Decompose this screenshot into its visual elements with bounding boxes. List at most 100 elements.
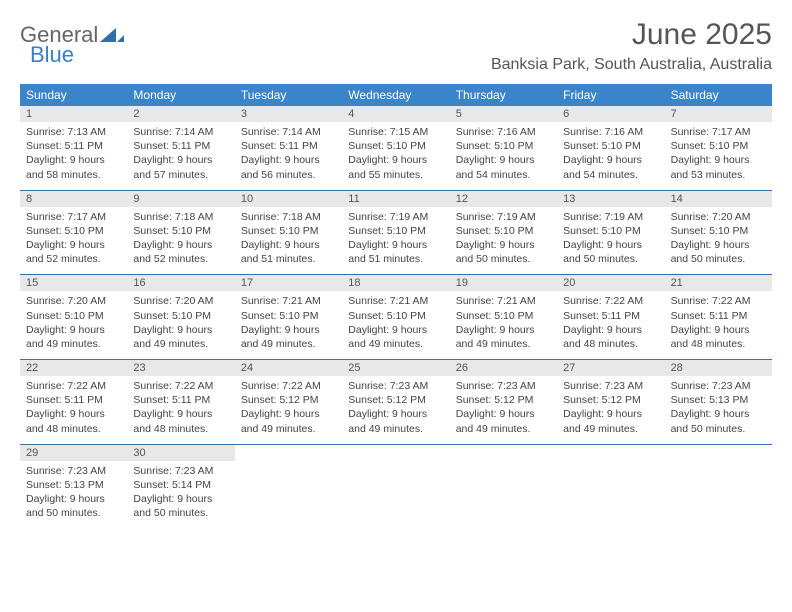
daylight-line: Daylight: 9 hours and 48 minutes. (26, 407, 121, 435)
sunrise-line: Sunrise: 7:16 AM (456, 125, 551, 139)
sunset-line: Sunset: 5:11 PM (133, 139, 228, 153)
day-cell: 26Sunrise: 7:23 AMSunset: 5:12 PMDayligh… (450, 360, 557, 444)
day-body: Sunrise: 7:20 AMSunset: 5:10 PMDaylight:… (127, 291, 234, 351)
week-row: 29Sunrise: 7:23 AMSunset: 5:13 PMDayligh… (20, 445, 772, 529)
sunrise-line: Sunrise: 7:14 AM (241, 125, 336, 139)
day-number: 30 (127, 445, 234, 461)
day-cell: 27Sunrise: 7:23 AMSunset: 5:12 PMDayligh… (557, 360, 664, 444)
sunrise-line: Sunrise: 7:23 AM (26, 464, 121, 478)
daylight-line: Daylight: 9 hours and 50 minutes. (456, 238, 551, 266)
sunset-line: Sunset: 5:10 PM (241, 309, 336, 323)
daylight-line: Daylight: 9 hours and 48 minutes. (133, 407, 228, 435)
sunset-line: Sunset: 5:10 PM (456, 309, 551, 323)
day-body: Sunrise: 7:17 AMSunset: 5:10 PMDaylight:… (20, 207, 127, 267)
day-cell: 11Sunrise: 7:19 AMSunset: 5:10 PMDayligh… (342, 191, 449, 275)
sunrise-line: Sunrise: 7:20 AM (26, 294, 121, 308)
day-number: 26 (450, 360, 557, 376)
day-body: Sunrise: 7:22 AMSunset: 5:11 PMDaylight:… (557, 291, 664, 351)
day-cell: 1Sunrise: 7:13 AMSunset: 5:11 PMDaylight… (20, 106, 127, 190)
day-cell: 30Sunrise: 7:23 AMSunset: 5:14 PMDayligh… (127, 445, 234, 529)
day-number: 15 (20, 275, 127, 291)
sunset-line: Sunset: 5:10 PM (241, 224, 336, 238)
weekday-thursday: Thursday (450, 84, 557, 106)
day-number: 20 (557, 275, 664, 291)
daylight-line: Daylight: 9 hours and 50 minutes. (671, 238, 766, 266)
brand-blue: Blue (30, 42, 74, 67)
daylight-line: Daylight: 9 hours and 50 minutes. (133, 492, 228, 520)
day-body: Sunrise: 7:22 AMSunset: 5:11 PMDaylight:… (665, 291, 772, 351)
day-number: 7 (665, 106, 772, 122)
daylight-line: Daylight: 9 hours and 49 minutes. (456, 407, 551, 435)
weekday-friday: Friday (557, 84, 664, 106)
day-number: 8 (20, 191, 127, 207)
day-body: Sunrise: 7:23 AMSunset: 5:12 PMDaylight:… (450, 376, 557, 436)
sunrise-line: Sunrise: 7:13 AM (26, 125, 121, 139)
weekday-saturday: Saturday (665, 84, 772, 106)
day-body: Sunrise: 7:22 AMSunset: 5:11 PMDaylight:… (20, 376, 127, 436)
daylight-line: Daylight: 9 hours and 51 minutes. (241, 238, 336, 266)
day-cell: 10 Sunrise: 7:18 AMSunset: 5:10 PMDayligh… (235, 191, 342, 275)
day-body: Sunrise: 7:19 AMSunset: 5:10 PMDaylight:… (342, 207, 449, 267)
day-cell: 8Sunrise: 7:17 AMSunset: 5:10 PMDaylight… (20, 191, 127, 275)
day-cell: 23Sunrise: 7:22 AMSunset: 5:11 PMDayligh… (127, 360, 234, 444)
daylight-line: Daylight: 9 hours and 54 minutes. (563, 153, 658, 181)
day-cell: 25Sunrise: 7:23 AMSunset: 5:12 PMDayligh… (342, 360, 449, 444)
day-cell: 3Sunrise: 7:14 AMSunset: 5:11 PMDaylight… (235, 106, 342, 190)
sunrise-line: Sunrise: 7:19 AM (348, 210, 443, 224)
day-cell (235, 445, 342, 529)
daylight-line: Daylight: 9 hours and 56 minutes. (241, 153, 336, 181)
day-body: Sunrise: 7:23 AMSunset: 5:12 PMDaylight:… (557, 376, 664, 436)
day-body: Sunrise: 7:23 AMSunset: 5:12 PMDaylight:… (342, 376, 449, 436)
day-body: Sunrise: 7:23 AMSunset: 5:14 PMDaylight:… (127, 461, 234, 521)
sunset-line: Sunset: 5:10 PM (456, 224, 551, 238)
sunset-line: Sunset: 5:12 PM (241, 393, 336, 407)
daylight-line: Daylight: 9 hours and 57 minutes. (133, 153, 228, 181)
sunset-line: Sunset: 5:10 PM (563, 139, 658, 153)
sunrise-line: Sunrise: 7:15 AM (348, 125, 443, 139)
day-number: 13 (557, 191, 664, 207)
sunset-line: Sunset: 5:11 PM (563, 309, 658, 323)
sunset-line: Sunset: 5:11 PM (26, 393, 121, 407)
day-number: 5 (450, 106, 557, 122)
week-row: 1Sunrise: 7:13 AMSunset: 5:11 PMDaylight… (20, 106, 772, 191)
day-cell (665, 445, 772, 529)
sunrise-line: Sunrise: 7:22 AM (241, 379, 336, 393)
day-number: 18 (342, 275, 449, 291)
sunrise-line: Sunrise: 7:20 AM (133, 294, 228, 308)
day-number: 14 (665, 191, 772, 207)
day-body: Sunrise: 7:19 AMSunset: 5:10 PMDaylight:… (557, 207, 664, 267)
week-row: 8Sunrise: 7:17 AMSunset: 5:10 PMDaylight… (20, 191, 772, 276)
day-body: Sunrise: 7:16 AMSunset: 5:10 PMDaylight:… (450, 122, 557, 182)
day-cell: 16Sunrise: 7:20 AMSunset: 5:10 PMDayligh… (127, 275, 234, 359)
day-number: 12 (450, 191, 557, 207)
daylight-line: Daylight: 9 hours and 52 minutes. (26, 238, 121, 266)
day-cell: 2Sunrise: 7:14 AMSunset: 5:11 PMDaylight… (127, 106, 234, 190)
sunrise-line: Sunrise: 7:23 AM (456, 379, 551, 393)
sunset-line: Sunset: 5:10 PM (671, 139, 766, 153)
sunrise-line: Sunrise: 7:21 AM (348, 294, 443, 308)
daylight-line: Daylight: 9 hours and 49 minutes. (563, 407, 658, 435)
day-cell: 19Sunrise: 7:21 AMSunset: 5:10 PMDayligh… (450, 275, 557, 359)
sunrise-line: Sunrise: 7:19 AM (456, 210, 551, 224)
sunset-line: Sunset: 5:12 PM (456, 393, 551, 407)
daylight-line: Daylight: 9 hours and 49 minutes. (26, 323, 121, 351)
sunset-line: Sunset: 5:10 PM (348, 309, 443, 323)
sunrise-line: Sunrise: 7:20 AM (671, 210, 766, 224)
day-number: 10 (235, 191, 342, 207)
sunrise-line: Sunrise: 7:22 AM (26, 379, 121, 393)
day-body: Sunrise: 7:23 AMSunset: 5:13 PMDaylight:… (665, 376, 772, 436)
day-cell (342, 445, 449, 529)
sunset-line: Sunset: 5:13 PM (671, 393, 766, 407)
daylight-line: Daylight: 9 hours and 58 minutes. (26, 153, 121, 181)
day-number: 11 (342, 191, 449, 207)
sunset-line: Sunset: 5:13 PM (26, 478, 121, 492)
day-number: 19 (450, 275, 557, 291)
day-number: 24 (235, 360, 342, 376)
day-body: Sunrise: 7:18 AMSunset: 5:10 PMDaylight:… (127, 207, 234, 267)
daylight-line: Daylight: 9 hours and 49 minutes. (456, 323, 551, 351)
sunset-line: Sunset: 5:10 PM (671, 224, 766, 238)
sunrise-line: Sunrise: 7:18 AM (241, 210, 336, 224)
day-cell: 21Sunrise: 7:22 AMSunset: 5:11 PMDayligh… (665, 275, 772, 359)
weekday-wednesday: Wednesday (342, 84, 449, 106)
day-cell: 24Sunrise: 7:22 AMSunset: 5:12 PMDayligh… (235, 360, 342, 444)
